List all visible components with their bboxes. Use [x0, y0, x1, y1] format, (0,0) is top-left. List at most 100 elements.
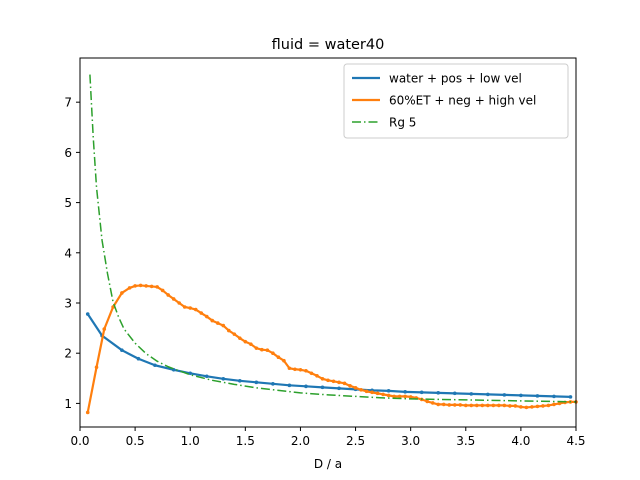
data-point [85, 410, 90, 415]
data-point [153, 363, 157, 368]
data-point [102, 327, 107, 331]
data-point [160, 288, 165, 293]
series-line-rg-5 [89, 74, 577, 403]
data-point [249, 342, 253, 346]
data-point [304, 384, 308, 389]
data-point [419, 390, 424, 395]
data-point [320, 377, 325, 381]
data-point [469, 392, 474, 396]
data-point [120, 348, 124, 352]
plot-frame [79, 57, 577, 428]
data-point [375, 391, 380, 396]
data-point [243, 339, 248, 344]
data-point [425, 399, 430, 404]
data-point [475, 403, 479, 408]
data-point [215, 321, 220, 325]
data-point [408, 395, 413, 399]
data-point [535, 394, 540, 398]
data-point [276, 355, 281, 360]
chart-title: fluid = water40 [272, 37, 385, 53]
legend-item-60-et-neg-high-vel: 60%ET + neg + high vel [352, 94, 536, 108]
data-point [530, 405, 534, 409]
data-point [254, 346, 259, 350]
legend-label: water + pos + low vel [389, 72, 522, 86]
data-point [386, 393, 391, 398]
data-point [392, 394, 396, 399]
x-tick-label: 0.0 [70, 434, 89, 448]
data-point [127, 286, 132, 290]
series-line-water-pos-low-vel [86, 313, 571, 398]
data-point [199, 311, 204, 315]
data-point [497, 403, 501, 408]
data-point [535, 404, 540, 409]
legend-label: Rg 5 [389, 116, 416, 130]
y-tick-label: 2 [64, 347, 72, 361]
data-point [359, 388, 363, 392]
data-point [326, 378, 330, 383]
data-point [287, 383, 292, 388]
data-point [271, 351, 275, 356]
data-point [519, 405, 523, 409]
data-point [171, 297, 176, 301]
data-point [403, 394, 407, 399]
y-axis: 1 2 3 4 5 6 7 [64, 96, 80, 411]
data-point [337, 380, 341, 385]
data-point [502, 393, 507, 397]
data-point [397, 394, 402, 399]
data-point [254, 380, 259, 385]
data-point [348, 384, 352, 388]
data-point [342, 381, 347, 386]
data-point [513, 404, 518, 408]
data-point [469, 403, 474, 408]
data-point [364, 389, 369, 394]
legend: water + pos + low vel 60%ET + neg + high … [343, 63, 569, 139]
data-point [309, 371, 314, 376]
data-point [320, 385, 325, 390]
data-point [502, 403, 507, 408]
data-point [552, 402, 556, 407]
series-water-pos-low-vel [85, 312, 573, 399]
data-point [452, 391, 457, 396]
data-point [552, 394, 556, 399]
x-tick-label: 2.5 [346, 434, 365, 448]
data-point [138, 283, 143, 288]
data-point [232, 332, 237, 336]
data-point [386, 389, 391, 393]
data-point [221, 377, 226, 381]
data-point [155, 285, 159, 289]
data-point [94, 365, 99, 370]
x-axis-title: D / a [314, 457, 342, 471]
data-point [149, 284, 154, 289]
x-tick-label: 4.0 [511, 434, 530, 448]
data-point [486, 403, 490, 408]
data-point [221, 323, 226, 328]
y-tick-label: 7 [64, 96, 72, 110]
data-point [120, 291, 124, 295]
data-point [227, 328, 231, 333]
data-point [524, 405, 529, 410]
data-point [188, 371, 193, 376]
series-rg-5 [89, 74, 577, 403]
data-point [508, 404, 512, 408]
data-point [381, 392, 385, 397]
data-point [337, 386, 341, 391]
data-point [204, 314, 209, 319]
data-point [133, 284, 137, 288]
data-point [546, 403, 551, 408]
legend-item-rg-5: Rg 5 [352, 116, 416, 130]
x-tick-label: 3.0 [401, 434, 420, 448]
data-point [188, 306, 193, 310]
data-point [519, 393, 523, 398]
y-tick-label: 5 [64, 196, 72, 210]
legend-item-water-pos-low-vel: water + pos + low vel [352, 72, 522, 86]
x-tick-label: 1.0 [181, 434, 200, 448]
x-tick-label: 1.5 [236, 434, 255, 448]
legend-box [343, 63, 569, 139]
data-point [238, 379, 242, 383]
data-point [430, 401, 435, 405]
y-tick-label: 6 [64, 146, 72, 160]
x-axis: 0.0 0.5 1.0 1.5 2.0 2.5 3.0 3.5 4.0 4.5 [70, 427, 586, 448]
data-point [271, 382, 275, 386]
data-point [370, 390, 374, 395]
